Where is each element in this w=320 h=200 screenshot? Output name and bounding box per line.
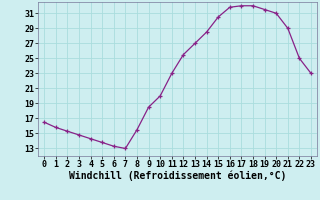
X-axis label: Windchill (Refroidissement éolien,°C): Windchill (Refroidissement éolien,°C) <box>69 171 286 181</box>
